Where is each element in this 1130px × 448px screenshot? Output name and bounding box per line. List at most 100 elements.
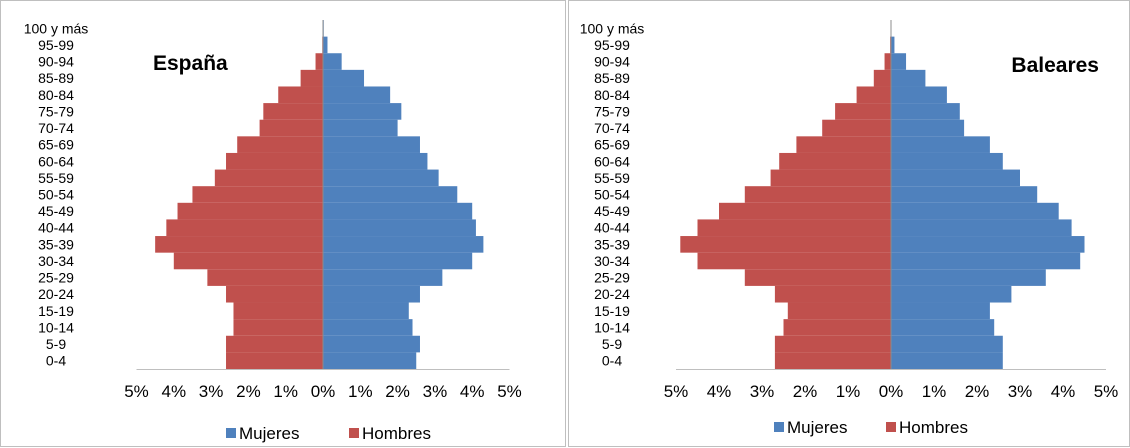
age-label-55-59: 55-59 <box>38 170 74 186</box>
chart-baleares: 0-4 5-9 10-14 15-19 20-24 25-29 30-34 35-39 40-4… <box>568 0 1130 447</box>
age-label-20-24: 20-24 <box>594 286 630 302</box>
x-tick-label: 2% <box>385 382 410 401</box>
bar-hombres-35-39 <box>680 236 891 253</box>
bar-hombres-45-49 <box>719 202 891 220</box>
bar-mujeres-70-74 <box>891 119 965 137</box>
age-label-10-14: 10-14 <box>594 319 630 335</box>
bar-hombres-20-24 <box>226 285 323 303</box>
bar-mujeres-85-89 <box>891 69 926 87</box>
age-label-5-9: 5-9 <box>602 336 622 352</box>
age-label-65-69: 65-69 <box>38 137 74 153</box>
legend-label-hombres: Hombres <box>899 418 968 437</box>
bar-hombres-55-59 <box>770 169 891 187</box>
bar-mujeres-55-59 <box>323 169 439 187</box>
age-label-80-84: 80-84 <box>38 87 74 103</box>
bar-hombres-10-14 <box>783 319 891 336</box>
x-tick-label: 5% <box>1094 382 1119 401</box>
bar-mujeres-45-49 <box>891 202 1059 220</box>
x-tick-label: 3% <box>423 382 448 401</box>
x-tick-label: 2% <box>236 382 261 401</box>
bar-hombres-25-29 <box>744 269 891 286</box>
bar-mujeres-40-44 <box>323 219 476 237</box>
bar-hombres-80-84 <box>856 86 891 104</box>
bar-hombres-65-69 <box>237 136 323 153</box>
bar-mujeres-0-4 <box>891 352 1003 369</box>
bar-hombres-75-79 <box>263 103 323 120</box>
pyramid-chart-espana: 0-45-910-1415-1920-2425-2930-3435-3940-4… <box>24 20 522 443</box>
x-tick-label: 4% <box>1051 382 1076 401</box>
bar-hombres-80-84 <box>278 86 323 104</box>
bar-mujeres-25-29 <box>323 269 443 286</box>
age-label-0-4: 0-4 <box>602 353 622 369</box>
age-label-15-19: 15-19 <box>38 303 74 319</box>
bar-hombres-25-29 <box>207 269 323 286</box>
bar-mujeres-15-19 <box>323 302 409 320</box>
legend-swatch-mujeres <box>774 422 784 432</box>
bar-hombres-5-9 <box>226 335 323 353</box>
age-label-95-99: 95-99 <box>594 37 630 53</box>
age-label-50-54: 50-54 <box>38 187 74 203</box>
age-label-40-44: 40-44 <box>594 220 630 236</box>
bar-hombres-40-44 <box>166 219 323 237</box>
bar-mujeres-30-34 <box>891 252 1081 270</box>
bar-hombres-30-34 <box>697 252 891 270</box>
bar-mujeres-50-54 <box>323 186 458 203</box>
chart-title-espana: España <box>153 52 228 75</box>
age-label-80-84: 80-84 <box>594 87 630 103</box>
chart-title-baleares: Baleares <box>1011 54 1099 77</box>
age-label-30-34: 30-34 <box>594 253 630 269</box>
bar-mujeres-35-39 <box>891 236 1085 253</box>
age-label-100-y-mas: 100 y más <box>580 20 645 36</box>
age-label-95-99: 95-99 <box>38 37 74 53</box>
legend-label-mujeres: Mujeres <box>239 424 299 443</box>
bar-mujeres-5-9 <box>891 335 1003 353</box>
age-label-20-24: 20-24 <box>38 286 74 302</box>
bar-mujeres-75-79 <box>323 103 402 120</box>
age-label-70-74: 70-74 <box>38 120 74 136</box>
age-label-30-34: 30-34 <box>38 253 74 269</box>
bar-mujeres-0-4 <box>323 352 417 369</box>
bar-hombres-0-4 <box>774 352 891 369</box>
bar-hombres-0-4 <box>226 352 323 369</box>
age-label-35-39: 35-39 <box>38 236 74 252</box>
age-label-70-74: 70-74 <box>594 120 630 136</box>
x-tick-label: 5% <box>497 382 522 401</box>
age-label-15-19: 15-19 <box>594 303 630 319</box>
age-label-0-4: 0-4 <box>46 353 66 369</box>
x-tick-label: 1% <box>348 382 373 401</box>
bar-mujeres-65-69 <box>323 136 420 153</box>
age-label-25-29: 25-29 <box>38 270 74 286</box>
x-tick-label: 5% <box>664 382 689 401</box>
age-label-65-69: 65-69 <box>594 137 630 153</box>
bar-hombres-15-19 <box>233 302 323 320</box>
bar-hombres-20-24 <box>774 285 891 303</box>
age-label-55-59: 55-59 <box>594 170 630 186</box>
age-label-5-9: 5-9 <box>46 336 66 352</box>
bar-mujeres-90-94 <box>323 53 342 70</box>
bar-hombres-90-94 <box>884 53 891 70</box>
age-label-100-y-mas: 100 y más <box>24 20 89 36</box>
bar-mujeres-10-14 <box>891 319 995 336</box>
bar-hombres-15-19 <box>787 302 891 320</box>
bar-mujeres-45-49 <box>323 202 473 220</box>
bar-mujeres-70-74 <box>323 119 398 137</box>
age-label-75-79: 75-79 <box>38 103 74 119</box>
bar-hombres-65-69 <box>796 136 891 153</box>
legend-swatch-hombres <box>349 428 359 438</box>
bar-hombres-60-64 <box>226 152 323 170</box>
x-tick-label: 1% <box>273 382 298 401</box>
legend-label-mujeres: Mujeres <box>787 418 847 437</box>
bar-mujeres-90-94 <box>891 53 907 70</box>
bar-hombres-40-44 <box>697 219 891 237</box>
bar-mujeres-60-64 <box>323 152 428 170</box>
bar-mujeres-55-59 <box>891 169 1020 187</box>
bar-hombres-45-49 <box>177 202 323 220</box>
bar-hombres-30-34 <box>173 252 323 270</box>
bar-mujeres-25-29 <box>891 269 1046 286</box>
x-tick-label: 3% <box>750 382 775 401</box>
x-tick-label: 1% <box>836 382 861 401</box>
bar-hombres-60-64 <box>779 152 891 170</box>
x-tick-label: 2% <box>793 382 818 401</box>
x-tick-label: 2% <box>965 382 990 401</box>
bar-hombres-5-9 <box>774 335 891 353</box>
